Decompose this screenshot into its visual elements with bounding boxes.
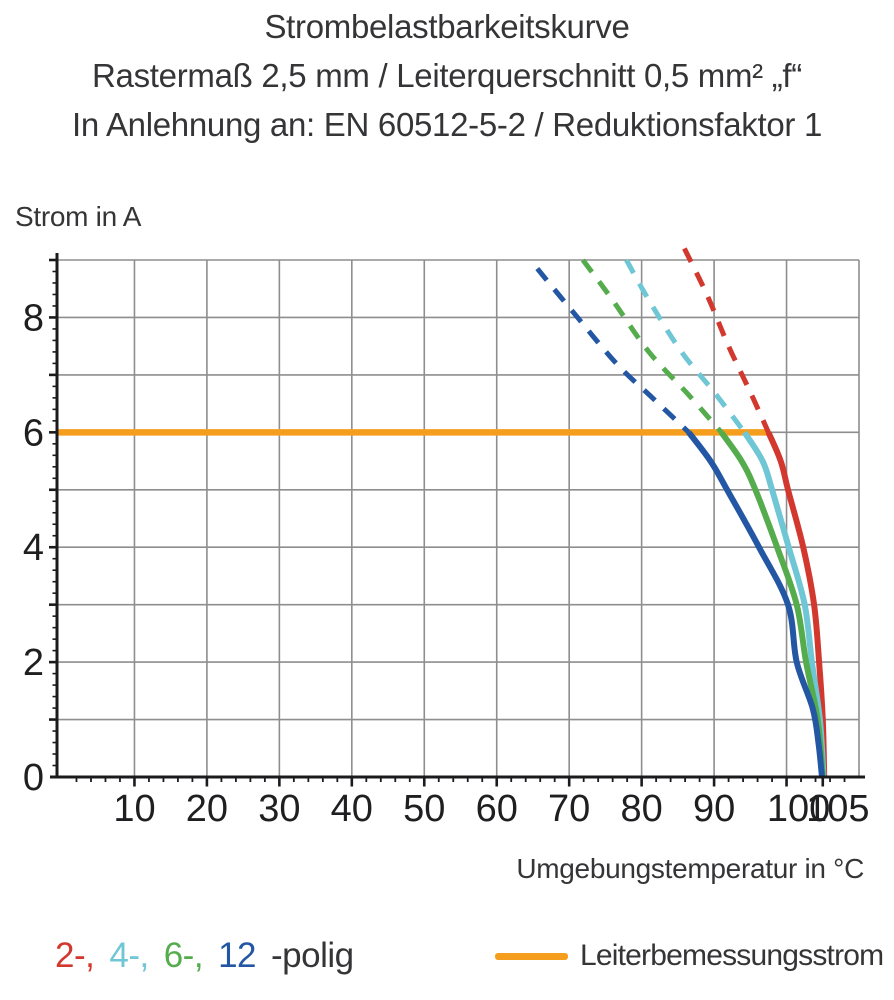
y-axis-title: Strom in A xyxy=(15,201,142,232)
curve-dashed-4-polig xyxy=(624,258,747,434)
curve-solid-12-polig xyxy=(686,430,825,778)
legend-12-polig: 12 xyxy=(218,936,257,975)
curve-dashed-12-polig xyxy=(535,267,691,435)
x-tick-label-50: 50 xyxy=(403,788,445,830)
chart-title: Strombelastbarkeitskurve xyxy=(264,8,630,45)
y-tick-label-4: 4 xyxy=(23,527,44,569)
x-tick-label-40: 40 xyxy=(331,788,373,830)
x-tick-label-90: 90 xyxy=(693,788,735,830)
x-tick-label-105: 105 xyxy=(806,788,869,830)
legend-rated-current: Leiterbemessungsstrom xyxy=(495,936,884,976)
x-tick-label-70: 70 xyxy=(548,788,590,830)
chart-subtitle-2: In Anlehnung an: EN 60512-5-2 / Reduktio… xyxy=(71,106,822,143)
x-tick-label-100: 100 xyxy=(767,788,830,830)
legend-polig-suffix: -polig xyxy=(271,936,354,975)
x-tick-label-20: 20 xyxy=(186,788,228,830)
rated-current-line-swatch xyxy=(495,952,568,960)
x-axis-title: Umgebungstemperatur in °C xyxy=(516,853,864,884)
x-tick-label-60: 60 xyxy=(476,788,518,830)
y-tick-label-2: 2 xyxy=(23,642,44,684)
curve-dashed-2-polig xyxy=(682,247,771,434)
curve-dashed-6-polig xyxy=(580,258,724,434)
x-tick-label-80: 80 xyxy=(620,788,662,830)
x-tick-label-30: 30 xyxy=(258,788,300,830)
x-tick-label-10: 10 xyxy=(113,788,155,830)
chart-title-block: Strombelastbarkeitskurve Rastermaß 2,5 m… xyxy=(0,2,894,149)
y-tick-label-6: 6 xyxy=(23,412,44,454)
legend-4-polig: 4-, xyxy=(109,936,149,975)
legend-pole-counts: 2-, 4-, 6-, 12 -polig xyxy=(55,936,354,976)
legend-2-polig: 2-, xyxy=(55,936,95,975)
legend-6-polig: 6-, xyxy=(163,936,204,975)
curve-solid-2-polig xyxy=(765,431,828,778)
rated-current-label: Leiterbemessungsstrom xyxy=(580,939,884,972)
y-tick-label-8: 8 xyxy=(23,297,44,339)
chart-subtitle-1: Rastermaß 2,5 mm / Leiterquerschnitt 0,5… xyxy=(92,57,802,94)
y-tick-label-0: 0 xyxy=(23,757,44,799)
